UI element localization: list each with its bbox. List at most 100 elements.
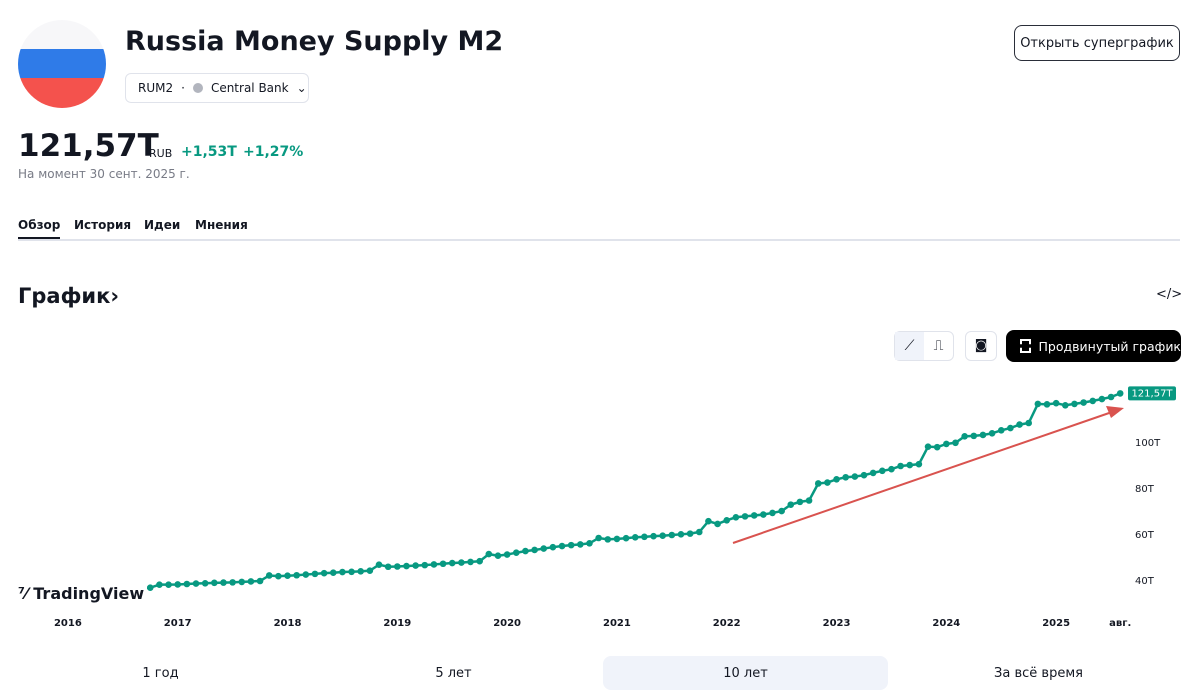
point <box>512 549 520 557</box>
advanced-label: Продвинутый график <box>1038 338 1181 354</box>
point <box>631 534 639 541</box>
point <box>741 513 749 520</box>
point <box>888 465 895 473</box>
x-tick-label: 2021 <box>603 618 631 629</box>
tab-divider <box>18 239 1180 241</box>
y-tick-label: 40T <box>1135 576 1155 587</box>
point <box>1116 390 1124 397</box>
tab[interactable]: Мнения <box>195 218 248 232</box>
tab[interactable]: Идеи <box>144 218 181 232</box>
embed-icon[interactable]: </> <box>1156 287 1183 302</box>
range-button[interactable]: 10 лет <box>603 656 888 690</box>
point <box>1089 397 1097 405</box>
point <box>1061 401 1069 409</box>
point <box>613 535 621 543</box>
point <box>1098 395 1106 403</box>
point <box>275 572 282 580</box>
ticker: RUM2 <box>138 81 174 95</box>
fullscreen-icon <box>1020 339 1031 353</box>
change-pct: +1,27% <box>243 144 304 160</box>
point <box>201 580 209 587</box>
line <box>58 392 1121 593</box>
point <box>769 509 776 517</box>
chevron: ⌄ <box>296 81 307 95</box>
point <box>494 552 502 559</box>
point <box>320 569 328 577</box>
point <box>897 462 904 470</box>
point <box>622 534 630 542</box>
point <box>1025 419 1032 427</box>
point <box>668 531 676 539</box>
point <box>1007 424 1014 432</box>
point <box>869 469 877 477</box>
snapshot-button[interactable]: ◙ <box>965 331 997 361</box>
last-value-label: 121,57T <box>1131 388 1173 399</box>
point <box>412 562 419 569</box>
x-tick-label: 2020 <box>493 618 521 629</box>
point <box>860 471 868 479</box>
range-button[interactable]: 1 год <box>142 665 179 681</box>
point <box>595 534 602 542</box>
point <box>421 561 429 569</box>
point <box>842 473 849 481</box>
line-style-button[interactable]: ⟋ <box>895 332 924 360</box>
point <box>787 501 795 508</box>
point <box>503 551 511 558</box>
y-tick-label: 80T <box>1135 484 1155 495</box>
point <box>833 476 840 483</box>
point <box>695 528 703 536</box>
x-tick-label: авг. <box>1109 618 1131 629</box>
point <box>366 567 374 574</box>
point <box>256 577 264 585</box>
trend-arrow-head <box>1106 406 1124 418</box>
point <box>558 542 566 550</box>
point <box>906 461 914 469</box>
point <box>348 568 355 576</box>
price: 121,57T <box>18 128 159 164</box>
point <box>1080 399 1087 406</box>
point <box>878 467 886 475</box>
point <box>952 439 959 447</box>
point <box>265 572 273 579</box>
point <box>146 584 154 591</box>
x-tick-label: 2017 <box>164 618 192 629</box>
flag <box>18 20 106 108</box>
point <box>476 557 483 565</box>
step-style-button[interactable]: ⎍ <box>933 338 944 354</box>
point <box>448 559 456 567</box>
point <box>531 546 538 554</box>
point <box>1071 400 1078 408</box>
change: +1,53T <box>181 144 237 160</box>
point <box>705 517 712 525</box>
point <box>723 516 731 524</box>
tab[interactable]: Обзор <box>18 218 61 240</box>
x-tick-label: 2024 <box>932 618 960 629</box>
x-tick-label: 2016 <box>54 618 82 629</box>
point <box>714 520 721 528</box>
point <box>156 581 163 588</box>
point <box>458 559 465 566</box>
point <box>384 563 392 571</box>
point <box>970 432 978 440</box>
point <box>329 569 337 577</box>
point <box>467 558 474 566</box>
point <box>311 570 319 578</box>
point <box>650 532 657 540</box>
range-button[interactable]: 5 лет <box>435 665 472 681</box>
ticker-pill[interactable]: RUM2 · Central Bank ⌄ <box>125 73 309 103</box>
point <box>604 536 612 543</box>
section-title[interactable]: График› <box>18 284 120 308</box>
title: Russia Money Supply M2 <box>125 26 504 57</box>
superchart-button[interactable]: Открыть суперграфик <box>1014 25 1180 61</box>
range-button[interactable]: За всё время <box>994 665 1083 681</box>
point <box>915 460 923 468</box>
advanced-chart-button[interactable]: Продвинутый график <box>1006 330 1181 362</box>
point <box>339 568 346 576</box>
point <box>686 530 694 537</box>
tab[interactable]: История <box>74 218 132 232</box>
point <box>796 498 804 506</box>
point <box>805 497 813 504</box>
last-value-badge <box>1128 386 1176 401</box>
point <box>641 533 648 541</box>
